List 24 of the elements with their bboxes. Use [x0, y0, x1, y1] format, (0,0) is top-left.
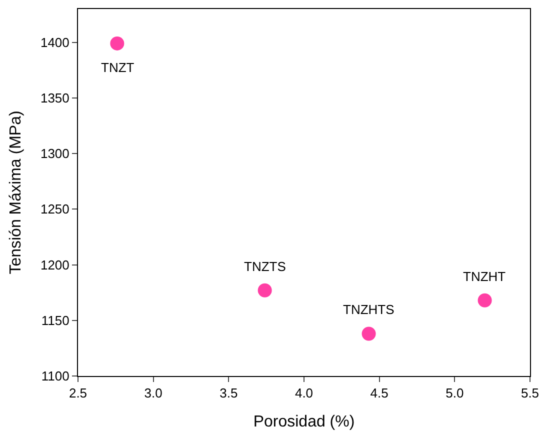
x-tick-label: 5.5: [520, 386, 540, 401]
x-tick-label: 4.5: [370, 386, 388, 401]
y-tick-label: 1100: [41, 368, 70, 384]
y-tick-label: 1150: [41, 312, 70, 328]
point: [258, 283, 272, 298]
y-tick-label: 1200: [40, 257, 70, 272]
point: [362, 326, 376, 341]
x-tick-label: 3.5: [220, 386, 238, 401]
point: [110, 36, 124, 50]
annotation: TNZT: [101, 60, 134, 75]
y-tick-label: 1400: [40, 34, 70, 50]
y-axis-title: Tensión Máxima (MPa): [7, 110, 24, 274]
annotation: TNZHTS: [343, 302, 395, 317]
x-tick-label: 5.0: [446, 386, 464, 401]
point: [478, 293, 492, 308]
annotation: TNZTS: [244, 259, 286, 274]
y-tick-label: 1350: [40, 90, 70, 106]
y-tick-label: 1250: [40, 202, 70, 217]
x-axis-title: Porosidad (%): [253, 413, 355, 430]
y-tick-label: 1300: [40, 146, 70, 162]
x-tick-label: 2.5: [68, 386, 88, 401]
annotation: TNZHT: [463, 269, 506, 284]
x-tick-label: 4.0: [294, 386, 314, 401]
x-tick-label: 3.0: [144, 386, 162, 401]
